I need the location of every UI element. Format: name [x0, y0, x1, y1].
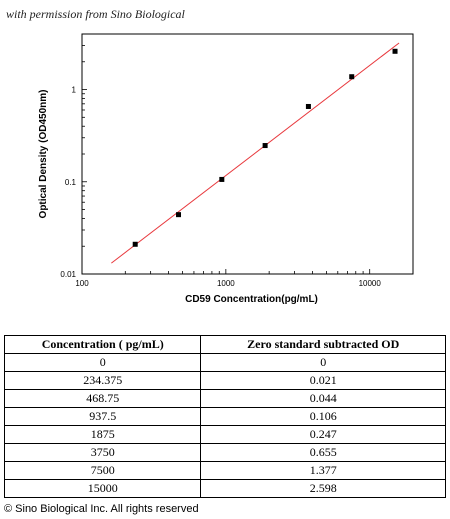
x-axis-title: CD59 Concentration(pg/mL) — [185, 294, 318, 305]
table-cell: 234.375 — [3, 371, 202, 390]
copyright-text: © Sino Biological Inc. All rights reserv… — [4, 503, 199, 515]
table-cell: 0.021 — [200, 371, 446, 390]
table-cell: 1.377 — [200, 461, 446, 480]
data-point — [132, 241, 138, 247]
column-header-od: Zero standard subtracted OD — [200, 335, 446, 354]
table-cell: 2.598 — [200, 479, 446, 498]
table-cell: 0.044 — [200, 389, 446, 408]
y-tick-label: 0.1 — [65, 178, 77, 187]
table-row: 3750 0.655 — [3, 443, 446, 462]
table-cell: 15000 — [3, 479, 202, 498]
table-row: 468.75 0.044 — [3, 389, 446, 408]
table-row: 234.375 0.021 — [3, 371, 446, 390]
table-cell: 0.106 — [200, 407, 446, 426]
data-point — [219, 176, 225, 182]
x-tick-label: 100 — [75, 279, 89, 288]
table-header-row: Concentration ( pg/mL) Zero standard sub… — [3, 335, 446, 354]
y-tick-label: 0.01 — [60, 270, 76, 279]
table-cell: 0.655 — [200, 443, 446, 462]
table-cell: 468.75 — [3, 389, 202, 408]
table-cell: 1875 — [3, 425, 202, 444]
y-tick-label: 1 — [72, 86, 77, 95]
y-axis-title: Optical Density (OD450nm) — [38, 90, 49, 219]
x-tick-label: 1000 — [217, 279, 235, 288]
column-header-concentration: Concentration ( pg/mL) — [3, 335, 202, 354]
data-point — [262, 143, 268, 149]
fit-line — [111, 42, 400, 264]
table-row: 1875 0.247 — [3, 425, 446, 444]
table-cell: 937.5 — [3, 407, 202, 426]
data-table: Concentration ( pg/mL) Zero standard sub… — [3, 335, 446, 498]
table-cell: 3750 — [3, 443, 202, 462]
table-row: 937.5 0.106 — [3, 407, 446, 426]
table-row: 15000 2.598 — [3, 479, 446, 498]
x-tick-label: 10000 — [359, 279, 382, 288]
data-point — [305, 103, 311, 109]
data-point — [349, 74, 355, 80]
table-row: 7500 1.377 — [3, 461, 446, 480]
table-cell: 0 — [200, 353, 446, 372]
data-point — [392, 48, 398, 54]
permission-note: with permission from Sino Biological — [6, 7, 185, 21]
data-point — [176, 212, 182, 218]
standard-curve-chart: 100 1000 10000 0.01 0.1 1 CD59 Concentration(p… — [38, 33, 414, 305]
table-cell: 0.247 — [200, 425, 446, 444]
table-cell: 0 — [3, 353, 202, 372]
table-cell: 7500 — [3, 461, 202, 480]
